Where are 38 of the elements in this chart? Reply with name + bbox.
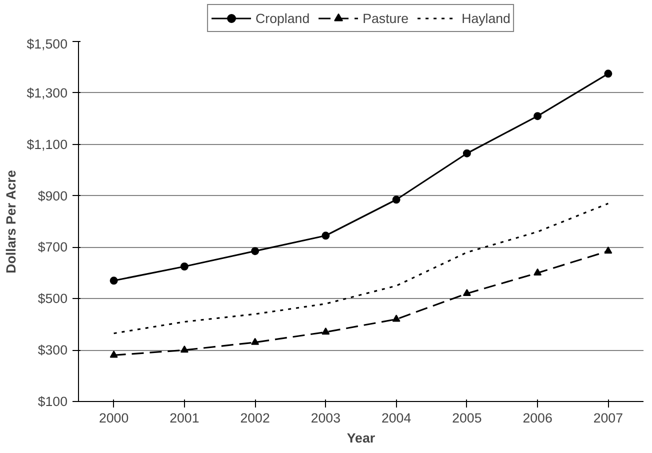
point	[251, 338, 260, 345]
x-tick-label: 2007	[593, 410, 624, 426]
x-tick-label: 2002	[240, 410, 270, 426]
x-tick-label: 2006	[522, 410, 552, 426]
x-tick-label: 2000	[98, 410, 129, 426]
point	[534, 112, 542, 120]
x-tick-label: 2004	[381, 410, 412, 426]
y-tick-label: $500	[38, 291, 68, 306]
y-tick-label: $900	[38, 188, 68, 204]
point	[534, 268, 542, 276]
legend-label: Hayland	[462, 10, 510, 26]
point	[392, 196, 400, 204]
point	[110, 276, 118, 285]
line-series	[113, 202, 609, 334]
y-tick-label: $100	[38, 394, 68, 409]
point	[180, 262, 188, 270]
y-tick-label: $1,500	[26, 36, 68, 52]
point	[462, 149, 471, 158]
x-tick-label: 2005	[452, 410, 482, 426]
y-tick-label: $700	[38, 240, 68, 255]
point	[462, 288, 471, 296]
point	[251, 247, 260, 256]
legend-label: Pasture	[362, 10, 409, 26]
point	[322, 232, 330, 240]
point	[392, 314, 400, 322]
point	[322, 328, 330, 335]
point	[604, 70, 612, 78]
x-tick-label: 2001	[170, 410, 200, 426]
y-axis-title: Dollars Per Acre	[4, 170, 19, 274]
point	[604, 246, 612, 254]
y-tick-label: $1,300	[26, 85, 68, 100]
x-tick-label: 2003	[310, 410, 341, 426]
legend-label: Cropland	[256, 10, 310, 26]
point	[110, 350, 118, 358]
y-tick-label: $300	[38, 342, 68, 358]
x-axis-title: Year	[346, 430, 376, 446]
point	[180, 346, 188, 353]
y-tick-label: $1,100	[26, 136, 68, 152]
